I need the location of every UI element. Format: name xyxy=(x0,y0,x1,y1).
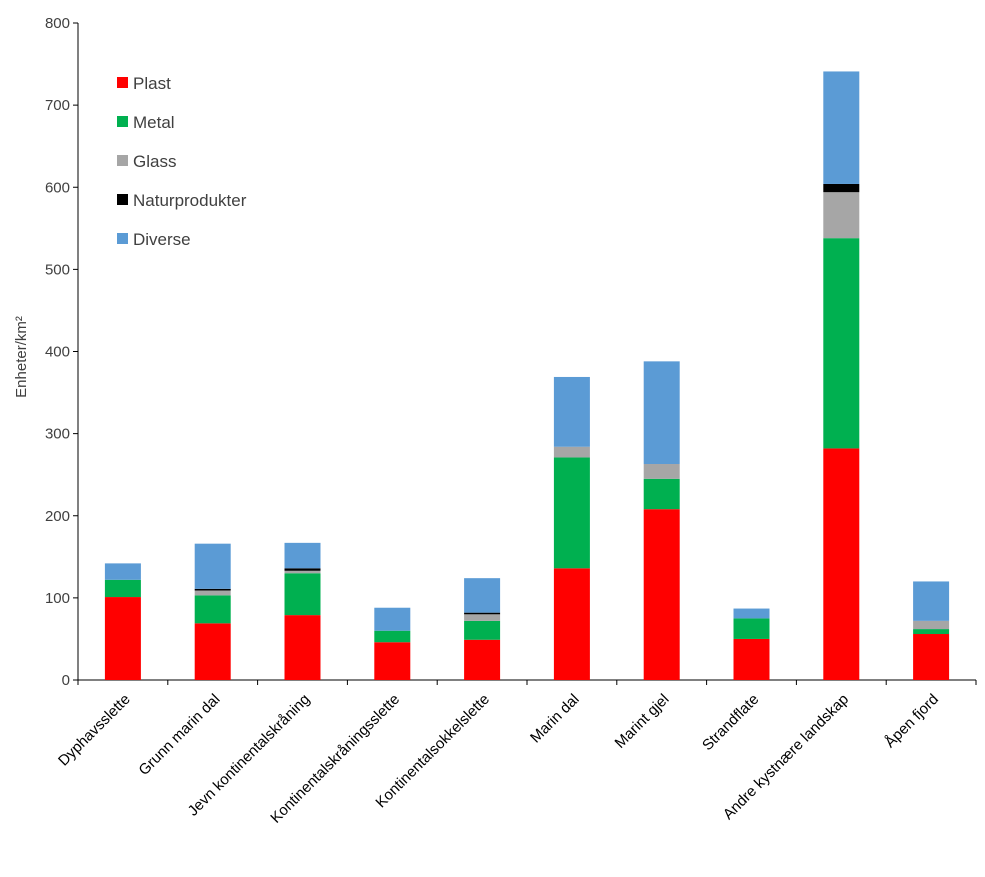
bar-area xyxy=(104,71,950,680)
legend-swatch xyxy=(117,233,128,244)
x-category-label: Åpen fjord xyxy=(882,691,942,751)
bar-segment-diverse xyxy=(913,581,950,621)
bar-segment-glass xyxy=(284,570,321,574)
bar-segment-plast xyxy=(284,615,321,680)
bar-segment-naturprodukter xyxy=(823,183,860,193)
bar-segment-diverse xyxy=(104,563,141,580)
bar-segment-metal xyxy=(374,630,411,643)
bar-segment-metal xyxy=(913,629,950,635)
legend-label: Glass xyxy=(133,152,176,171)
bar-segment-glass xyxy=(553,446,590,458)
bar-segment-metal xyxy=(553,457,590,569)
bar-segment-plast xyxy=(823,448,860,680)
y-tick-label: 100 xyxy=(45,590,70,607)
bar-segment-diverse xyxy=(643,361,680,465)
x-category-label: Marint gjel xyxy=(612,691,673,752)
bar-segment-naturprodukter xyxy=(194,588,231,591)
legend-swatch xyxy=(117,77,128,88)
y-axis-title: Enheter/km² xyxy=(13,316,30,398)
bar-segment-plast xyxy=(643,509,680,680)
bar-segment-diverse xyxy=(733,608,770,619)
x-category-label: Grunn marin dal xyxy=(135,691,223,779)
bar-segment-plast xyxy=(733,638,770,680)
legend-swatch xyxy=(117,116,128,127)
bar-segment-plast xyxy=(194,623,231,680)
bar-segment-plast xyxy=(913,634,950,680)
bar-segment-metal xyxy=(823,238,860,449)
x-category-label: Dyphavsslette xyxy=(55,691,134,770)
bar-segment-diverse xyxy=(823,71,860,184)
y-tick-label: 300 xyxy=(45,426,70,443)
bar-segment-naturprodukter xyxy=(464,612,501,615)
bar-segment-plast xyxy=(464,639,501,680)
bar-segment-glass xyxy=(643,464,680,479)
y-tick-label: 600 xyxy=(45,179,70,196)
legend-swatch xyxy=(117,194,128,205)
legend: Plast Metal Glass Naturprodukter Diverse xyxy=(117,74,247,249)
bar-segment-diverse xyxy=(374,607,411,631)
bar-segment-metal xyxy=(464,620,501,640)
y-tick-label: 500 xyxy=(45,261,70,278)
bar-segment-naturprodukter xyxy=(284,568,321,571)
legend-label: Naturprodukter xyxy=(133,191,247,210)
x-category-label: Strandflate xyxy=(699,691,762,754)
bar-segment-plast xyxy=(104,597,141,680)
bar-segment-metal xyxy=(643,478,680,510)
bar-segment-diverse xyxy=(194,543,231,589)
y-tick-label: 800 xyxy=(45,15,70,32)
y-axis: 0 100 200 300 400 500 600 700 800 xyxy=(45,15,79,689)
y-tick-label: 0 xyxy=(62,672,70,689)
bar-segment-metal xyxy=(733,618,770,639)
legend-label: Plast xyxy=(133,74,171,93)
y-tick-label: 200 xyxy=(45,508,70,525)
bar-segment-glass xyxy=(464,614,501,621)
bar-segment-glass xyxy=(913,620,950,630)
bar-segment-diverse xyxy=(284,542,321,569)
bar-segment-metal xyxy=(104,579,141,598)
bar-segment-glass xyxy=(823,192,860,239)
bar-segment-diverse xyxy=(553,376,590,447)
y-tick-label: 700 xyxy=(45,97,70,114)
bar-segment-metal xyxy=(284,573,321,616)
legend-label: Metal xyxy=(133,113,175,132)
bar-segment-glass xyxy=(194,590,231,596)
x-category-label: Marin dal xyxy=(527,691,583,747)
bar-segment-plast xyxy=(374,642,411,680)
legend-label: Diverse xyxy=(133,230,191,249)
bar-segment-metal xyxy=(194,595,231,624)
y-tick-label: 400 xyxy=(45,344,70,361)
bar-segment-plast xyxy=(553,568,590,680)
legend-swatch xyxy=(117,155,128,166)
bar-segment-diverse xyxy=(464,578,501,613)
